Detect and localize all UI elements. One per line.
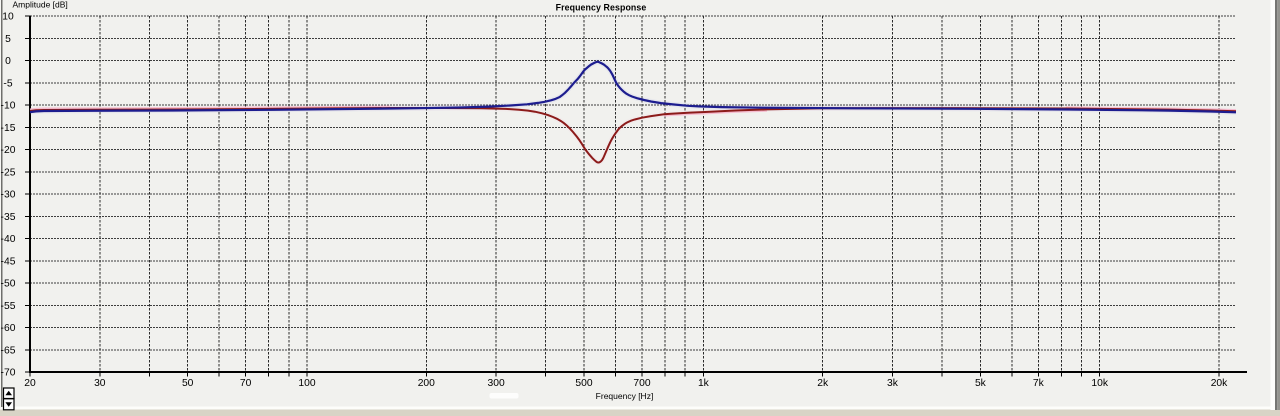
svg-text:10k: 10k <box>1091 378 1108 389</box>
svg-text:-30: -30 <box>1 190 16 201</box>
svg-text:-10: -10 <box>1 101 16 112</box>
svg-text:-5: -5 <box>3 78 12 89</box>
svg-text:Frequency Response: Frequency Response <box>556 3 647 13</box>
svg-text:20k: 20k <box>1211 378 1228 389</box>
svg-text:1k: 1k <box>698 378 710 389</box>
svg-text:-40: -40 <box>1 234 16 245</box>
svg-text:200: 200 <box>418 378 435 389</box>
svg-text:10: 10 <box>2 12 14 23</box>
svg-text:-35: -35 <box>1 212 16 223</box>
svg-text:-50: -50 <box>1 279 16 290</box>
svg-text:100: 100 <box>298 378 315 389</box>
svg-text:-60: -60 <box>1 323 16 334</box>
svg-text:-65: -65 <box>1 345 16 356</box>
svg-text:-55: -55 <box>1 301 16 312</box>
svg-text:2k: 2k <box>817 378 829 389</box>
svg-text:-15: -15 <box>1 123 16 134</box>
svg-text:-20: -20 <box>1 145 16 156</box>
svg-text:20: 20 <box>24 378 36 389</box>
svg-text:30: 30 <box>94 378 106 389</box>
svg-text:3k: 3k <box>887 378 899 389</box>
svg-text:Frequency [Hz]: Frequency [Hz] <box>596 391 654 401</box>
svg-text:5: 5 <box>5 34 11 45</box>
svg-text:-25: -25 <box>1 167 16 178</box>
svg-text:700: 700 <box>633 378 650 389</box>
svg-text:0: 0 <box>5 56 11 67</box>
svg-text:500: 500 <box>575 378 592 389</box>
svg-text:5k: 5k <box>975 378 987 389</box>
svg-text:70: 70 <box>240 378 252 389</box>
svg-text:300: 300 <box>488 378 505 389</box>
svg-text:7k: 7k <box>1033 378 1045 389</box>
svg-text:-70: -70 <box>1 368 16 379</box>
svg-text:Amplitude [dB]: Amplitude [dB] <box>13 0 68 10</box>
svg-text:50: 50 <box>182 378 194 389</box>
svg-text:-45: -45 <box>1 256 16 267</box>
